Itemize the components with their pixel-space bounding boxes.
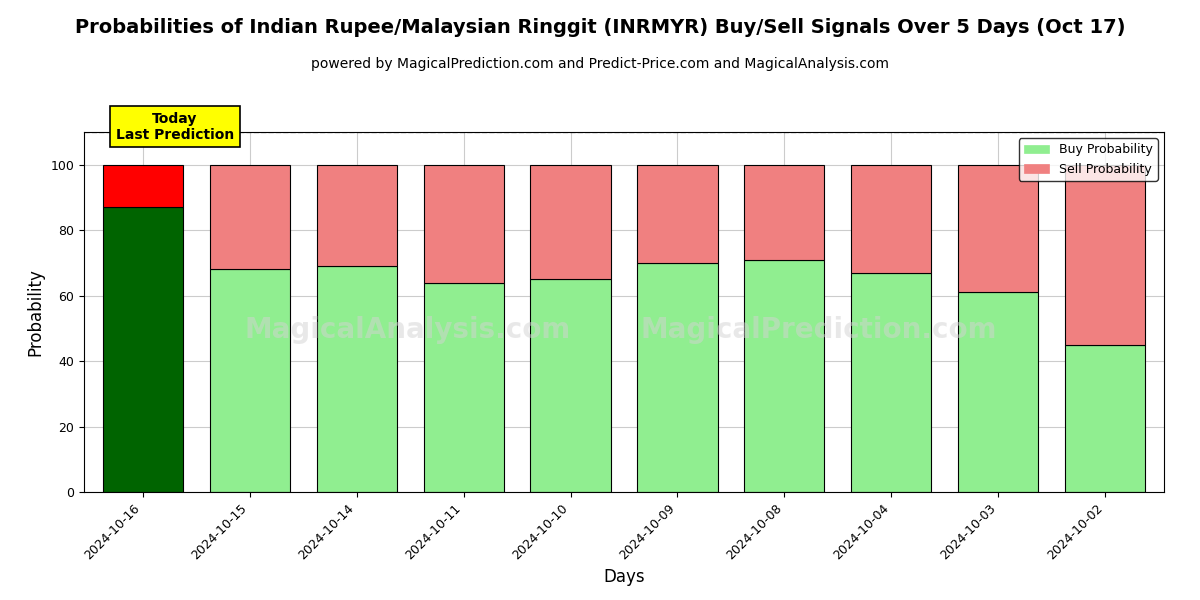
Bar <box>1066 345 1145 492</box>
Legend: Buy Probability, Sell Probability: Buy Probability, Sell Probability <box>1019 138 1158 181</box>
Bar <box>530 279 611 492</box>
Bar <box>744 165 824 260</box>
Bar <box>103 207 182 492</box>
Bar <box>530 165 611 279</box>
Bar <box>424 165 504 283</box>
Bar <box>317 266 397 492</box>
Text: Today
Last Prediction: Today Last Prediction <box>115 112 234 142</box>
Y-axis label: Probability: Probability <box>26 268 44 356</box>
Bar <box>210 269 290 492</box>
Bar <box>851 165 931 273</box>
Text: MagicalAnalysis.com: MagicalAnalysis.com <box>245 316 571 344</box>
Bar <box>958 165 1038 292</box>
Text: powered by MagicalPrediction.com and Predict-Price.com and MagicalAnalysis.com: powered by MagicalPrediction.com and Pre… <box>311 57 889 71</box>
Bar <box>744 260 824 492</box>
Bar <box>317 165 397 266</box>
Bar <box>210 165 290 269</box>
Bar <box>637 165 718 263</box>
Text: MagicalPrediction.com: MagicalPrediction.com <box>640 316 997 344</box>
Bar <box>1066 165 1145 345</box>
Bar <box>958 292 1038 492</box>
Bar <box>851 273 931 492</box>
Text: Probabilities of Indian Rupee/Malaysian Ringgit (INRMYR) Buy/Sell Signals Over 5: Probabilities of Indian Rupee/Malaysian … <box>74 18 1126 37</box>
Bar <box>637 263 718 492</box>
Bar <box>424 283 504 492</box>
X-axis label: Days: Days <box>604 568 644 586</box>
Bar <box>103 165 182 207</box>
